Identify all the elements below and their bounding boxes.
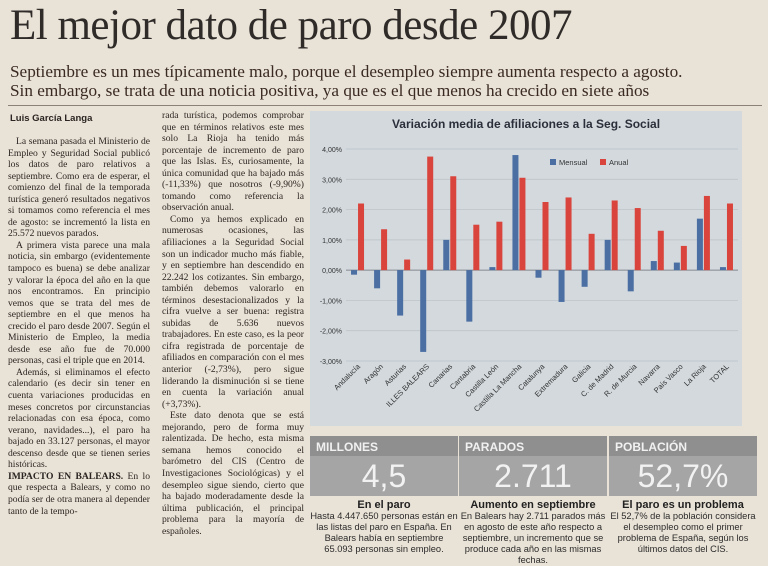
stat-value: 52,7%	[609, 456, 757, 496]
stat-label: POBLACIÓN	[609, 436, 757, 456]
bar-mensual	[512, 155, 519, 271]
stat-title: En el paro	[357, 499, 411, 511]
article-column-1: La semana pasada el Ministerio de Empleo…	[8, 136, 150, 517]
y-tick-label: 0,00%	[322, 268, 342, 275]
bar-anual	[726, 203, 733, 271]
bar-anual	[542, 202, 549, 271]
stat-text: Hasta 4.447.650 personas están en las li…	[310, 511, 458, 554]
bar-anual	[473, 224, 480, 271]
bar-mensual	[604, 239, 611, 271]
bar-mensual	[489, 267, 496, 271]
paragraph: Además, si eliminamos el efecto calendar…	[8, 366, 150, 471]
chart-title: Variación media de afiliaciones a la Seg…	[391, 117, 661, 131]
bar-anual	[565, 197, 572, 271]
stat-box-unemployed: MILLONES 4,5 En el paro Hasta 4.447.650 …	[310, 436, 458, 555]
paragraph-text: En lo que respecta a Balears, y como no …	[8, 470, 150, 517]
legend-swatch	[550, 159, 556, 165]
stat-label: MILLONES	[310, 436, 458, 456]
bar-anual	[657, 230, 664, 271]
section-heading: IMPACTO EN BALEARS.	[8, 470, 124, 482]
bar-anual	[588, 233, 595, 271]
author: Luis García Langa	[10, 113, 93, 124]
x-tick-label: ILLES BALEARS	[384, 362, 431, 409]
stat-box-increase: PARADOS 2.711 Aumento en septiembre En B…	[459, 436, 607, 566]
bar-anual	[358, 203, 365, 271]
bar-anual	[496, 221, 503, 271]
bar-mensual	[719, 267, 726, 271]
x-tick-label: TOTAL	[708, 362, 731, 385]
stat-text: En Balears hay 2.711 parados más en agos…	[460, 511, 606, 565]
paragraph: La semana pasada el Ministerio de Empleo…	[8, 136, 150, 240]
bar-anual	[450, 176, 457, 271]
x-tick-label: La Rioja	[682, 361, 708, 387]
y-tick-label: -3,00%	[320, 359, 342, 366]
article-column-2: rada turística, podemos comprobar que en…	[162, 110, 304, 537]
stat-title: Aumento en septiembre	[470, 499, 596, 511]
stat-label: PARADOS	[459, 436, 607, 456]
bar-mensual	[420, 270, 427, 352]
bar-chart: 4,00% 3,00% 2,00% 1,00% 0,00% -1,00% -2,00% -3,…	[320, 147, 738, 414]
y-tick-label: 2,00%	[322, 208, 342, 215]
chart-panel: Variación media de afiliaciones a la Seg…	[310, 111, 742, 426]
stat-title: El paro es un problema	[622, 499, 744, 511]
bar-anual	[611, 200, 618, 271]
bar-mensual	[558, 270, 565, 302]
headline: El mejor dato de paro desde 2007	[10, 2, 572, 49]
subtitle-line-1: Septiembre es un mes típicamente malo, p…	[10, 62, 683, 81]
paragraph: IMPACTO EN BALEARS. En lo que respecta a…	[8, 471, 150, 517]
stat-value: 2.711	[459, 456, 607, 496]
stat-text: El 52,7% de la población considera el de…	[610, 511, 756, 554]
bar-mensual	[627, 270, 634, 292]
bar-mensual	[374, 270, 381, 289]
paragraph: A primera vista parece una mala noticia,…	[8, 239, 150, 367]
x-tick-label: Aragón	[362, 362, 385, 385]
subtitle-line-2: Sin embargo, se trata de una noticia pos…	[10, 81, 650, 100]
bar-anual	[703, 195, 710, 271]
paragraph: Este dato denota que se está mejorando, …	[162, 410, 304, 537]
bar-mensual	[443, 239, 450, 271]
bar-anual	[634, 208, 641, 271]
bar-mensual	[351, 270, 358, 275]
bar-anual	[519, 177, 526, 271]
y-tick-label: -2,00%	[320, 329, 342, 336]
bar-anual	[427, 156, 434, 271]
x-tick-label: Andalucía	[332, 361, 363, 392]
y-tick-label: 4,00%	[322, 147, 342, 154]
paragraph: Como ya hemos explicado en numerosas oca…	[162, 213, 304, 410]
divider	[8, 105, 762, 106]
y-tick-label: 3,00%	[322, 177, 342, 184]
legend-swatch	[600, 159, 606, 165]
bar-mensual	[397, 270, 404, 316]
bar-mensual	[466, 270, 473, 322]
bar-anual	[381, 229, 388, 271]
bar-mensual	[650, 261, 657, 271]
subtitle: Septiembre es un mes típicamente malo, p…	[10, 62, 765, 100]
bar-anual	[680, 245, 687, 271]
bar-mensual	[673, 262, 680, 271]
y-tick-label: 1,00%	[322, 238, 342, 245]
bar-anual	[404, 259, 411, 271]
legend-label: Mensual	[559, 158, 588, 167]
bar-mensual	[696, 218, 703, 271]
bar-mensual	[535, 270, 542, 278]
paragraph: rada turística, podemos comprobar que en…	[162, 110, 304, 214]
stat-value: 4,5	[310, 456, 458, 496]
y-tick-label: -1,00%	[320, 298, 342, 305]
legend-label: Anual	[609, 158, 629, 167]
bar-mensual	[581, 270, 588, 287]
stat-box-population: POBLACIÓN 52,7% El paro es un problema E…	[609, 436, 757, 555]
